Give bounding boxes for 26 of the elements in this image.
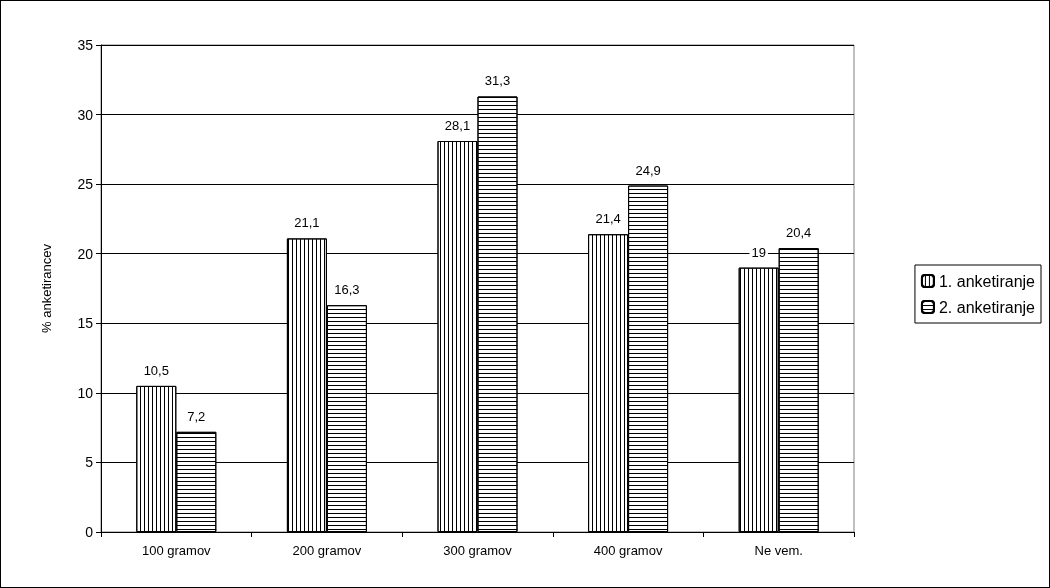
y-tick-label: 20	[77, 245, 94, 262]
x-tick-label: 400 gramov	[593, 543, 663, 558]
data-label: 16,3	[334, 282, 360, 298]
y-tick-label: 15	[77, 315, 94, 332]
data-label: 28,1	[444, 118, 471, 134]
x-tick-label: 300 gramov	[443, 543, 513, 558]
y-tick-label: 10	[77, 384, 94, 401]
y-tick-label: 35	[77, 37, 94, 53]
data-label: 10,5	[143, 362, 169, 378]
data-label: 21,1	[294, 215, 320, 231]
y-axis-title: % anketirancev	[39, 243, 54, 333]
x-tick-label: Ne vem.	[754, 543, 803, 558]
legend-label: 2. anketiranje	[938, 298, 1036, 316]
y-tick-label: 25	[77, 176, 94, 193]
x-tick-label: 200 gramov	[292, 543, 362, 558]
data-label: 7,2	[187, 408, 206, 424]
data-label: 31,3	[484, 73, 511, 89]
data-label: 21,4	[595, 211, 621, 227]
y-tick-label: 0	[85, 524, 94, 540]
data-label: 20,4	[786, 225, 812, 241]
y-tick-label: 30	[77, 106, 94, 123]
legend-label: 1. anketiranje	[938, 272, 1036, 290]
data-label: 24,9	[635, 162, 661, 178]
data-label: 19	[751, 244, 766, 260]
x-tick-label: 100 gramov	[141, 543, 212, 558]
y-tick-label: 5	[85, 454, 94, 471]
